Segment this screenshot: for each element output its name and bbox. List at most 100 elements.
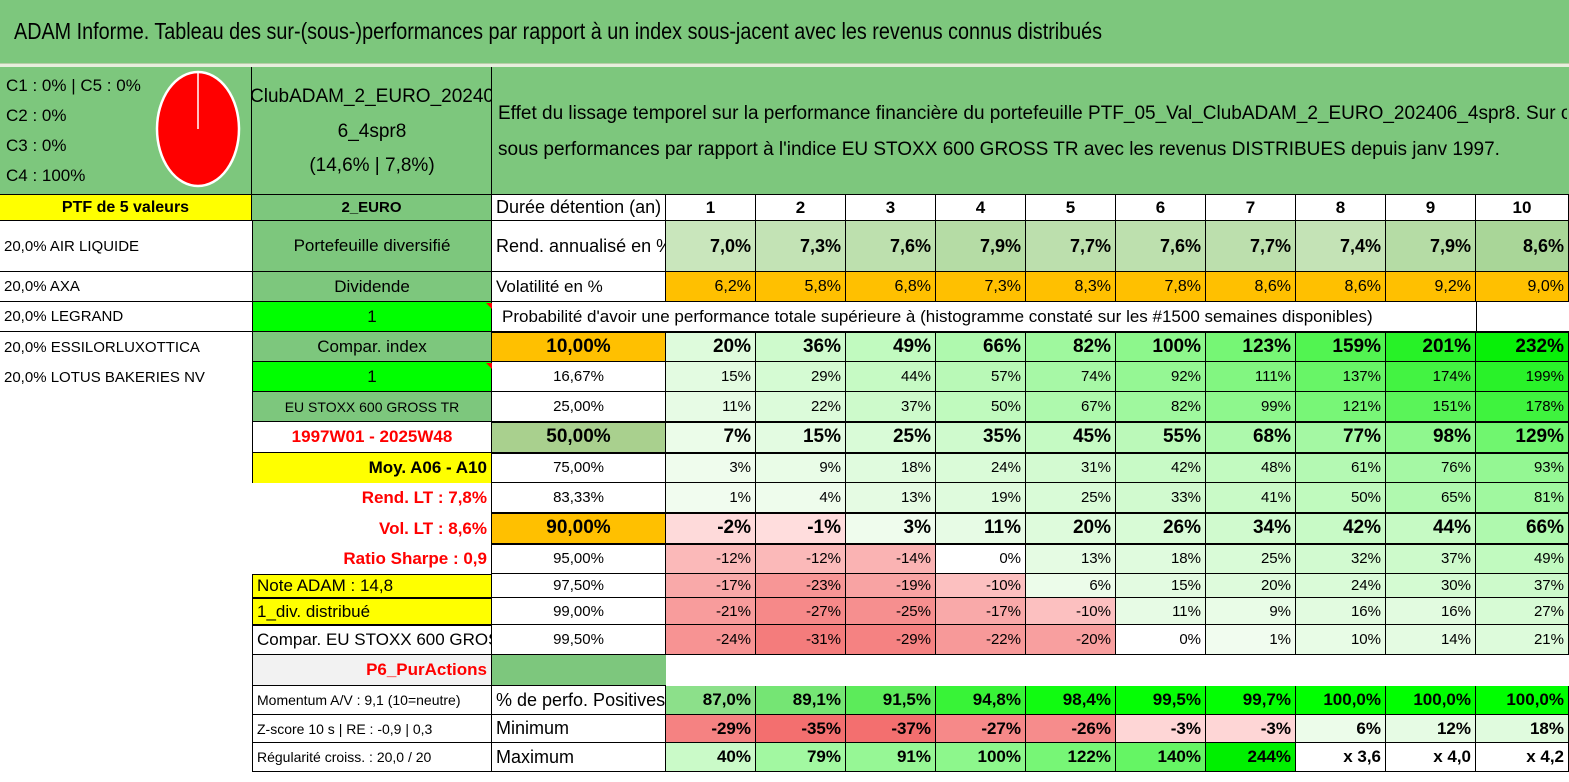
quantile-value: 37% [1476, 574, 1569, 598]
stat-cell: Rend. LT : 7,8% [252, 483, 492, 513]
quantile-value: 20% [666, 332, 756, 362]
quantile-level: 16,67% [492, 362, 666, 392]
summary-value: -3% [1116, 715, 1206, 743]
quantile-value: 65% [1386, 483, 1476, 513]
quantile-value: 27% [1476, 598, 1569, 625]
quantile-value: 11% [1116, 598, 1206, 625]
quantile-value: 15% [666, 362, 756, 392]
quantile-value: 1% [1206, 625, 1296, 655]
quantile-value: 57% [936, 362, 1026, 392]
quantile-value: 49% [846, 332, 936, 362]
stat-cell: 1_div. distribué [252, 598, 492, 625]
summary-value: 244% [1206, 743, 1296, 772]
quantile-level: 95,00% [492, 544, 666, 574]
quantile-value: 66% [936, 332, 1026, 362]
description-panel [492, 67, 1569, 195]
description-line2: sous performances par rapport à l'indice… [498, 139, 1500, 160]
year-header: 4 [936, 195, 1026, 221]
portfolio-name: ClubADAM_2_EURO_20240 [252, 86, 492, 107]
stat-cell: Vol. LT : 8,6% [252, 513, 492, 544]
quantile-value: 82% [1116, 392, 1206, 422]
portfolio-name: 6_4spr8 [337, 121, 407, 142]
year-header: 5 [1026, 195, 1116, 221]
empty-cell [0, 392, 252, 422]
summary-label: Minimum [492, 715, 666, 743]
summary-value: 122% [1026, 743, 1116, 772]
quantile-value: -1% [756, 513, 846, 544]
strategy-code: P6_PurActions [252, 655, 492, 686]
stat-cell: Compar. EU STOXX 600 GROSS TR [252, 625, 492, 655]
quantile-value: 11% [936, 513, 1026, 544]
quantile-value: 199% [1476, 362, 1569, 392]
holding: 20,0% LEGRAND [0, 302, 252, 332]
quantile-value: 77% [1296, 422, 1386, 453]
quantile-value: -10% [1026, 598, 1116, 625]
quantile-value: 100% [1116, 332, 1206, 362]
year-header: 1 [666, 195, 756, 221]
row-separator [492, 543, 1569, 545]
quantile-value: 15% [756, 422, 846, 453]
quantile-value: 45% [1026, 422, 1116, 453]
info-cell: Compar. index [252, 332, 492, 362]
quantile-value: -2% [666, 513, 756, 544]
quantile-value: 4% [756, 483, 846, 513]
description-line1: Effet du lissage temporel sur la perform… [498, 103, 1567, 124]
quantile-value: -17% [666, 574, 756, 598]
quantile-value: 121% [1296, 392, 1386, 422]
info-cell: EU STOXX 600 GROSS TR [252, 392, 492, 422]
volatility-value: 7,3% [936, 272, 1026, 302]
quantile-value: -12% [756, 544, 846, 574]
quantile-value: 232% [1476, 332, 1569, 362]
quantile-value: 178% [1476, 392, 1569, 422]
class-label: C2 : 0% [6, 106, 67, 125]
quantile-value: 111% [1206, 362, 1296, 392]
summary-value: 100% [936, 743, 1026, 772]
return-label: Rend. annualisé en % [492, 221, 666, 272]
holding: 20,0% AXA [0, 272, 252, 302]
quantile-value: 55% [1116, 422, 1206, 453]
quantile-value: 24% [1296, 574, 1386, 598]
flag-value: 1 [252, 302, 492, 332]
quantile-value: 41% [1206, 483, 1296, 513]
quantile-value: -29% [846, 625, 936, 655]
info-cell: 1 [252, 362, 492, 392]
quantile-value: 35% [936, 422, 1026, 453]
quantile-value: -12% [666, 544, 756, 574]
quantile-value: 13% [846, 483, 936, 513]
quantile-value: -19% [846, 574, 936, 598]
summary-label: % de perfo. Positives [492, 686, 666, 715]
quantile-value: 98% [1386, 422, 1476, 453]
quantile-value: 61% [1296, 453, 1386, 483]
quantile-level: 50,00% [492, 422, 666, 453]
summary-value: 100,0% [1296, 686, 1386, 715]
summary-value: 91% [846, 743, 936, 772]
quantile-value: 174% [1386, 362, 1476, 392]
quantile-value: 16% [1386, 598, 1476, 625]
quantile-value: 25% [846, 422, 936, 453]
stat-cell: Moy. A06 - A10 [252, 453, 492, 483]
quantile-value: 26% [1116, 513, 1206, 544]
quantile-value: 48% [1206, 453, 1296, 483]
quantile-value: 18% [846, 453, 936, 483]
quantile-value: 0% [1116, 625, 1206, 655]
return-value: 7,0% [666, 221, 756, 272]
quantile-value: 3% [666, 453, 756, 483]
summary-value: 140% [1116, 743, 1206, 772]
summary-value: -35% [756, 715, 846, 743]
quantile-value: 13% [1026, 544, 1116, 574]
summary-value: 99,5% [1116, 686, 1206, 715]
quantile-value: 123% [1206, 332, 1296, 362]
quantile-value: -31% [756, 625, 846, 655]
indicator-cell: Momentum A/V : 9,1 (10=neutre) [252, 686, 492, 715]
return-value: 7,9% [936, 221, 1026, 272]
quantile-value: 68% [1206, 422, 1296, 453]
class-label: C1 : 0% | C5 : 0% [6, 76, 141, 95]
quantile-level: 25,00% [492, 392, 666, 422]
quantile-value: 99% [1206, 392, 1296, 422]
empty-cell [0, 422, 252, 453]
summary-value: 18% [1476, 715, 1569, 743]
summary-value: x 4,2 [1476, 743, 1569, 772]
empty-green-cell [492, 655, 666, 686]
quantile-value: 37% [1386, 544, 1476, 574]
volatility-value: 5,8% [756, 272, 846, 302]
